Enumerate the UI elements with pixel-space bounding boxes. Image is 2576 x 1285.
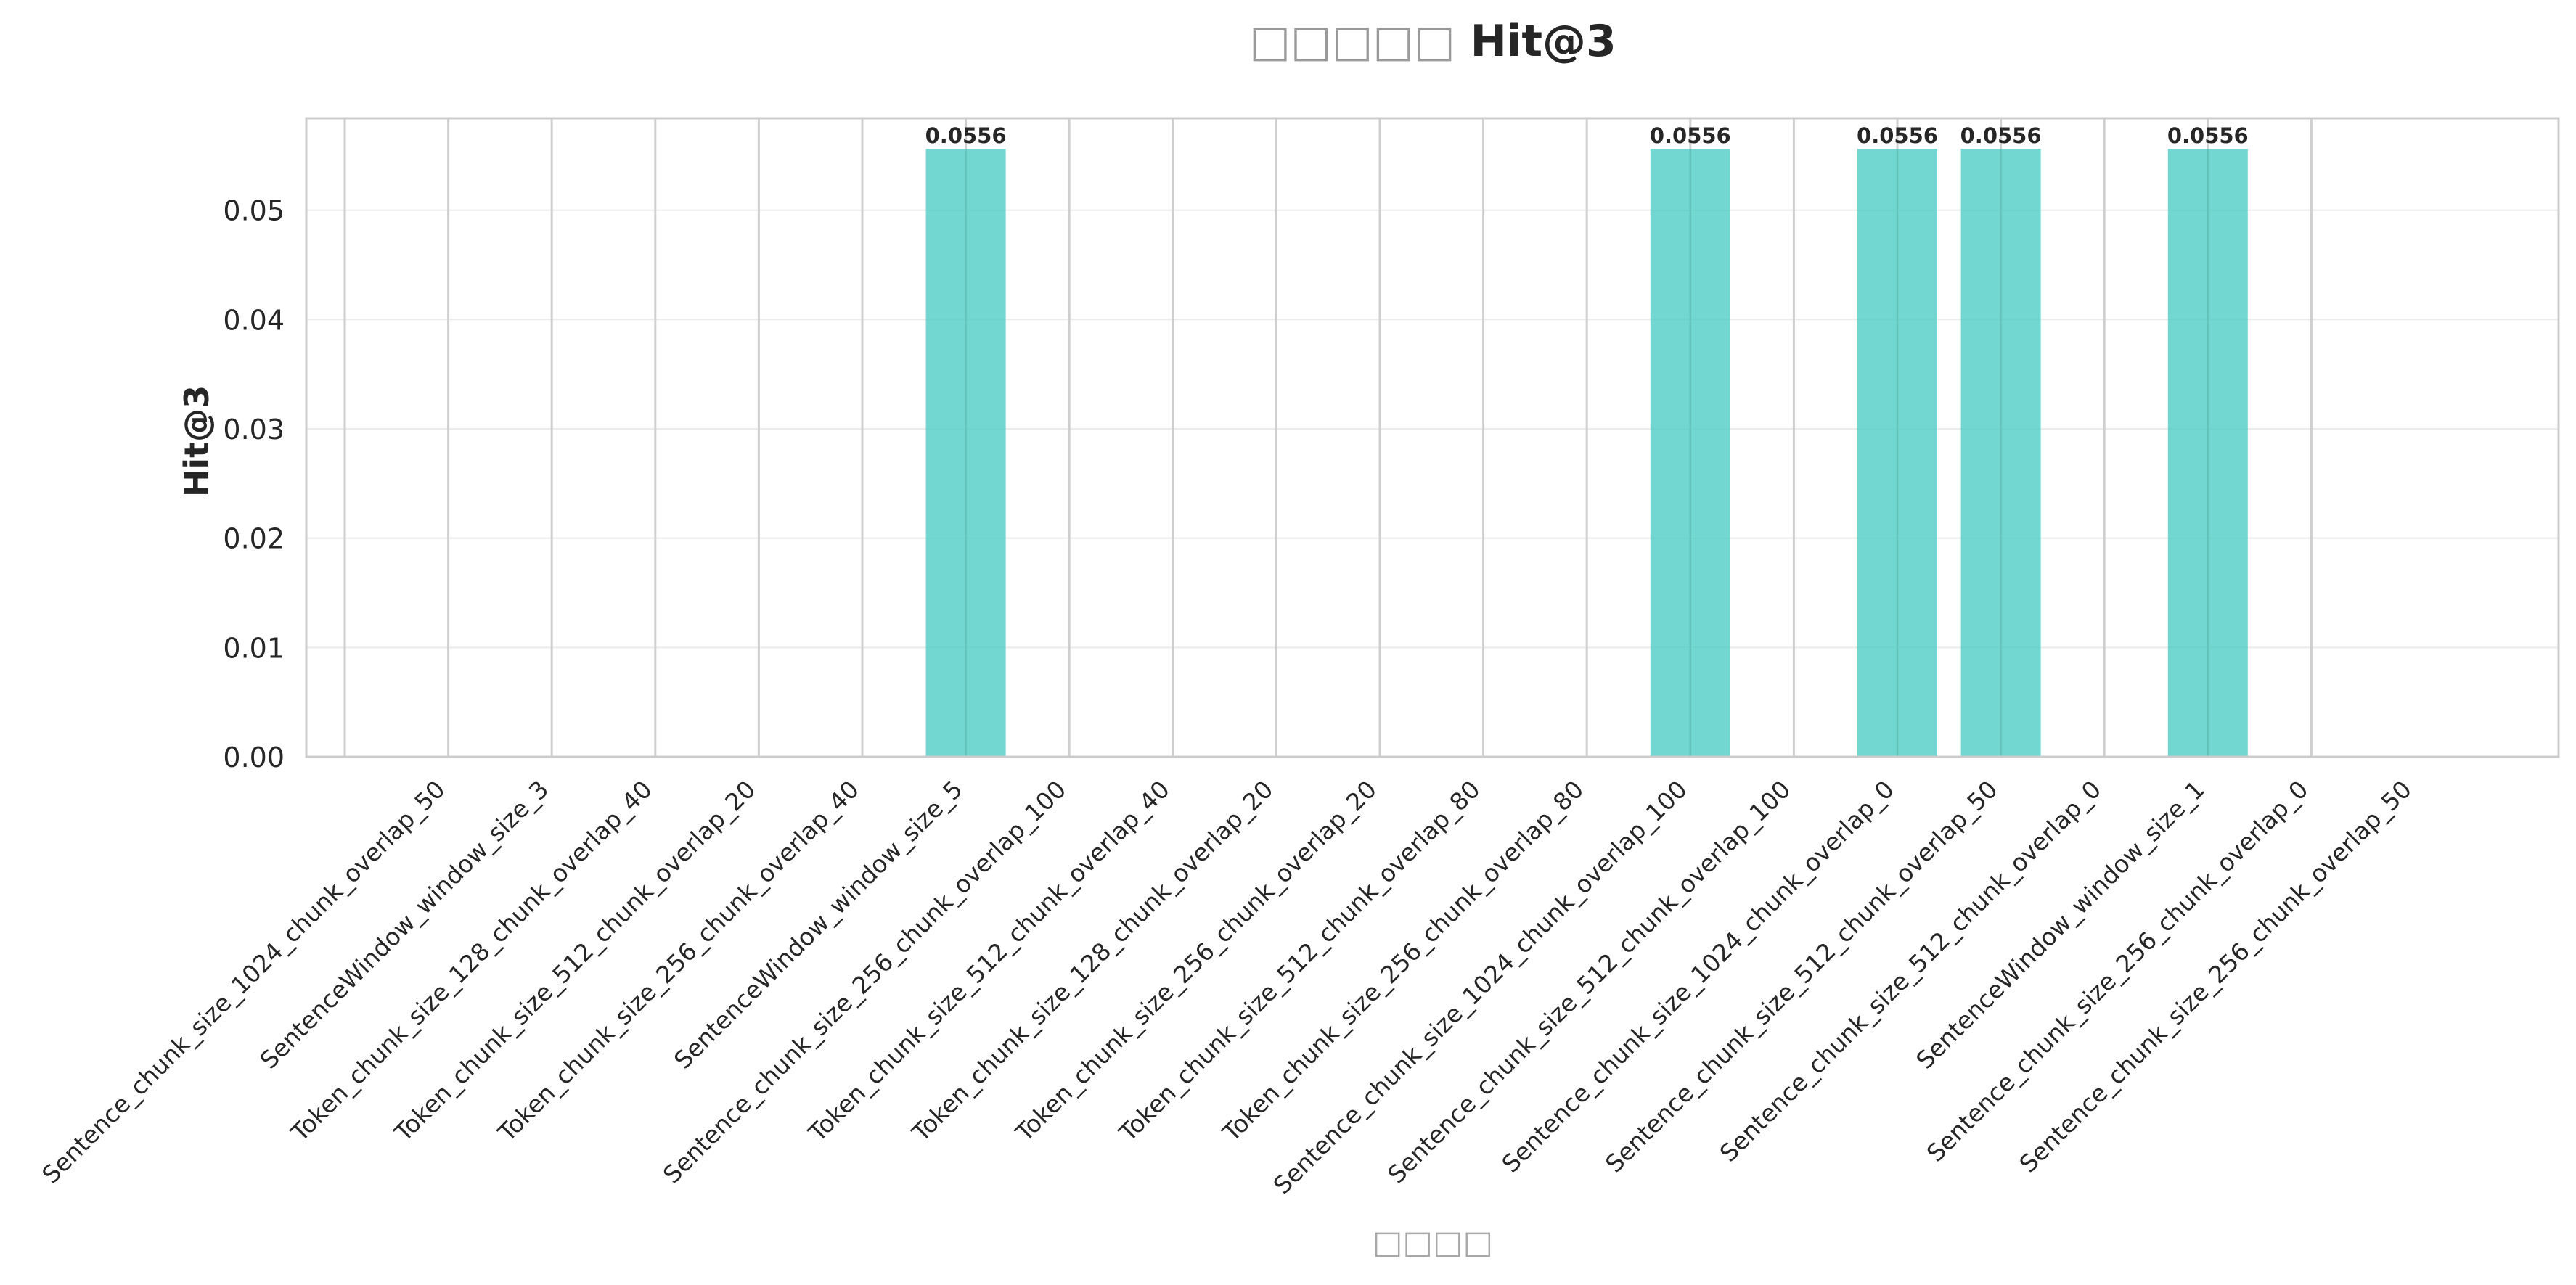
chart-title-metric: Hit@3 bbox=[1471, 16, 1616, 67]
bar-value-label: 0.0556 bbox=[1857, 123, 1938, 148]
bar-layer bbox=[925, 149, 2248, 758]
y-tick-label: 0.00 bbox=[223, 742, 285, 773]
bar-value-label: 0.0556 bbox=[2167, 123, 2249, 148]
plot-frame bbox=[305, 117, 2560, 758]
y-tick-label: 0.01 bbox=[223, 632, 285, 664]
label-layer: 0.0556 0.0556 0.0556 0.0556 0.0556 bbox=[925, 123, 2249, 148]
bar-value-label: 0.0556 bbox=[1960, 123, 2042, 148]
y-tick-label: 0.02 bbox=[223, 523, 285, 555]
chart-title: □□□□□ Hit@3 bbox=[1249, 16, 1616, 67]
y-tick-label: 0.03 bbox=[223, 414, 285, 446]
bar-value-label: 0.0556 bbox=[925, 123, 1007, 148]
bar-value-label: 0.0556 bbox=[1650, 123, 1731, 148]
x-axis-title: □□□□ bbox=[1373, 1224, 1493, 1261]
y-tick-label: 0.05 bbox=[223, 195, 285, 227]
y-axis-title: Hit@3 bbox=[177, 385, 216, 497]
chart-title-missing-glyphs: □□□□□ bbox=[1249, 16, 1470, 67]
y-tick-label: 0.04 bbox=[223, 304, 285, 336]
